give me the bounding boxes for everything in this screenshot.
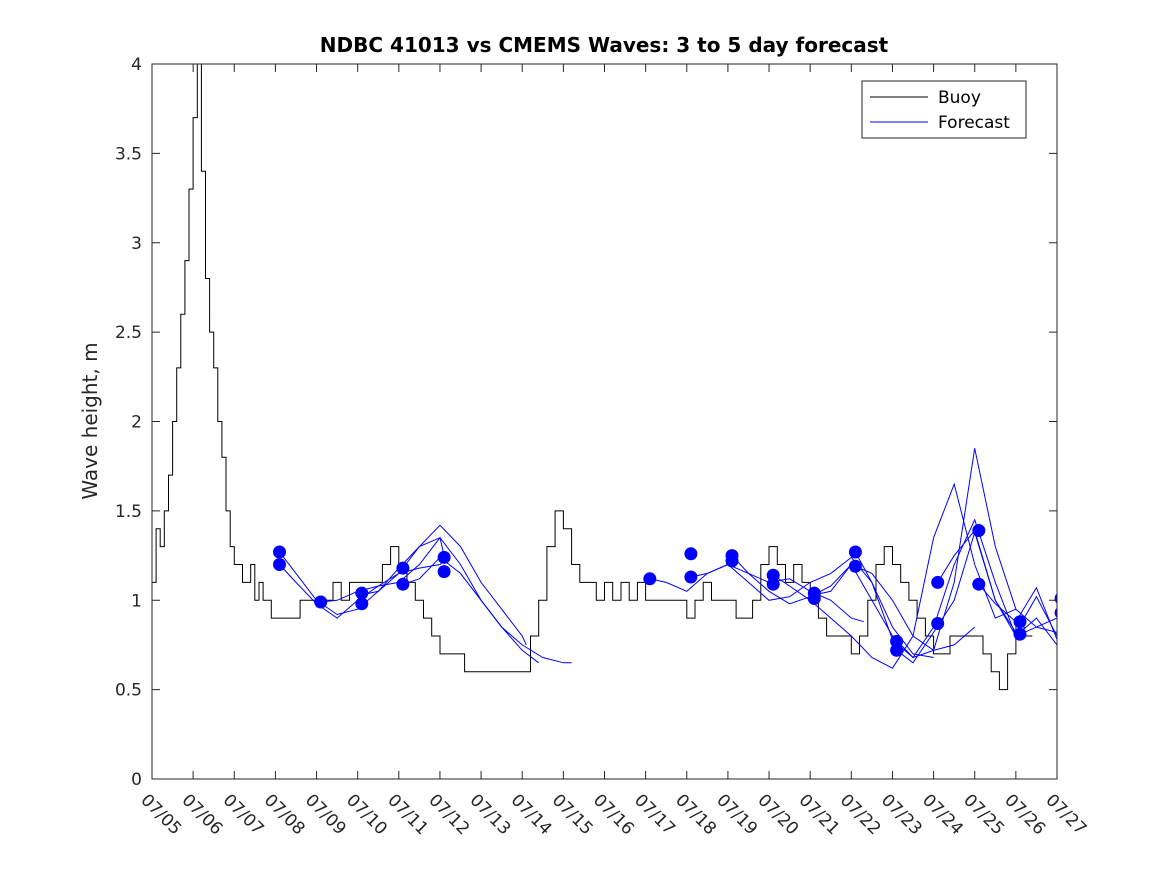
x-tick-label: 07/15 [548, 790, 597, 839]
forecast-marker [437, 550, 451, 564]
ticks-layer: 07/0507/0607/0707/0807/0907/1007/1107/12… [115, 55, 1090, 839]
forecast-marker [1013, 615, 1027, 629]
forecast-marker [643, 572, 657, 586]
x-tick-label: 07/13 [466, 790, 515, 839]
x-tick-label: 07/10 [342, 790, 391, 839]
forecast-marker [396, 577, 410, 591]
forecast-marker [273, 558, 286, 571]
x-tick-label: 07/20 [754, 790, 803, 839]
forecast-line-13 [937, 529, 1057, 637]
plot-frame [151, 63, 1058, 780]
forecast-marker [766, 568, 780, 582]
y-tick-label: 3.5 [115, 144, 142, 164]
forecast-line-5 [402, 556, 572, 664]
forecast-marker [972, 524, 986, 537]
legend-label-forecast: Forecast [938, 113, 1010, 133]
forecast-marker [396, 561, 410, 575]
forecast-line-4 [361, 537, 540, 664]
forecast-line-11 [854, 518, 1057, 659]
forecast-marker [355, 597, 369, 611]
y-tick-label: 0 [131, 770, 142, 790]
forecast-marker [807, 592, 821, 605]
buoy-line [152, 64, 1033, 691]
y-tick-label: 3 [131, 234, 142, 254]
x-tick-label: 07/07 [219, 790, 268, 839]
y-tick-label: 1.5 [115, 502, 142, 522]
forecast-marker [848, 559, 862, 573]
forecast-marker [931, 575, 945, 589]
x-tick-label: 07/14 [507, 790, 556, 839]
forecast-marker [355, 586, 369, 600]
y-tick-label: 2 [131, 413, 142, 433]
forecast-marker [972, 577, 986, 591]
chart-title: NDBC 41013 vs CMEMS Waves: 3 to 5 day fo… [320, 33, 889, 57]
x-tick-label: 07/27 [1041, 790, 1090, 839]
forecast-marker [725, 554, 739, 568]
legend: Buoy Forecast [861, 80, 1027, 139]
legend-label-buoy: Buoy [938, 88, 981, 108]
x-tick-label: 07/24 [918, 790, 967, 839]
forecast-marker [684, 570, 698, 584]
x-tick-label: 07/11 [383, 790, 432, 839]
forecast-marker [890, 643, 904, 657]
x-tick-label: 07/18 [671, 790, 720, 839]
forecast-marker [848, 545, 862, 559]
forecast-line-1 [279, 551, 445, 616]
forecast-marker [931, 617, 945, 630]
x-tick-label: 07/05 [136, 790, 185, 839]
y-tick-label: 0.5 [115, 681, 142, 701]
forecast-marker [766, 577, 780, 591]
x-tick-label: 07/19 [712, 790, 761, 839]
x-tick-label: 07/26 [1000, 790, 1049, 839]
forecast-marker [1054, 607, 1057, 618]
x-tick-label: 07/23 [877, 790, 926, 839]
y-tick-label: 4 [131, 55, 142, 75]
x-tick-label: 07/06 [178, 790, 227, 839]
legend-box [861, 80, 1027, 139]
forecast-marker [314, 595, 328, 609]
forecast-marker [684, 547, 698, 561]
y-axis-title: Wave height, m [78, 342, 102, 499]
x-tick-label: 07/21 [795, 790, 844, 839]
x-tick-label: 07/12 [424, 790, 473, 839]
x-tick-label: 07/17 [630, 790, 679, 839]
forecast-line-6 [649, 563, 864, 623]
forecast-marker [890, 634, 904, 648]
x-tick-label: 07/08 [260, 790, 309, 839]
x-tick-label: 07/22 [836, 790, 885, 839]
forecast-marker [1054, 593, 1057, 604]
y-tick-label: 1 [131, 591, 142, 611]
forecast-marker [437, 565, 451, 579]
x-tick-label: 07/16 [589, 790, 638, 839]
forecast-marker [1013, 627, 1027, 641]
series-layer [152, 64, 1057, 691]
forecast-line-3 [320, 524, 527, 646]
y-tick-label: 2.5 [115, 323, 142, 343]
x-tick-label: 07/09 [301, 790, 350, 839]
forecast-marker [273, 545, 286, 559]
x-tick-label: 07/25 [959, 790, 1008, 839]
